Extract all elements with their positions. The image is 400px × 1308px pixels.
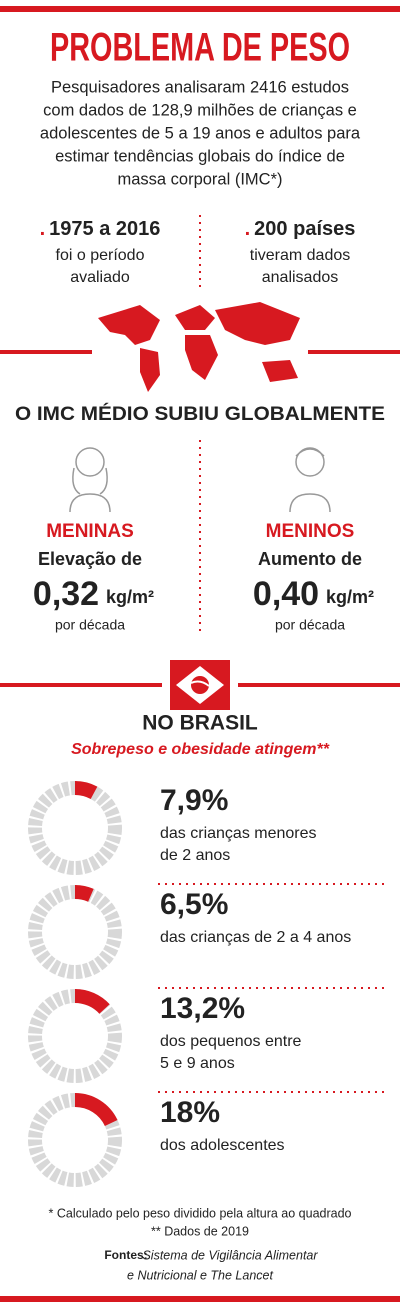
- item-line: de 2 anos: [160, 847, 230, 864]
- donut-track: [28, 885, 122, 979]
- intro-line: com dados de 128,9 milhões de crianças e: [43, 101, 357, 119]
- item-line: dos pequenos entre: [160, 1033, 302, 1050]
- intro-line: adolescentes de 5 a 19 anos e adultos pa…: [40, 124, 361, 142]
- stat-value: 1975 a 2016: [49, 218, 160, 240]
- stat-headline: . 1975 a 2016: [40, 218, 161, 240]
- intro-line: massa corporal (IMC*): [117, 170, 282, 188]
- group-name: MENINOS: [266, 521, 355, 542]
- item-line: dos adolescentes: [160, 1137, 285, 1154]
- stat-line: avaliado: [70, 269, 130, 286]
- stat-headline: . 200 países: [245, 218, 356, 240]
- stat-line: analisados: [262, 269, 339, 286]
- donut-arc: [74, 989, 110, 1014]
- donut-arc: [74, 885, 94, 902]
- girl-icon: [69, 447, 111, 513]
- bottom-bar: [0, 1296, 400, 1302]
- stat-line: foi o período: [56, 247, 145, 264]
- top-bar: [0, 6, 400, 12]
- section-title: O IMC MÉDIO SUBIU GLOBALMENTE: [15, 402, 385, 425]
- footnote: * Calculado pelo peso dividido pela altu…: [49, 1206, 352, 1220]
- stat-value: 200 países: [254, 218, 355, 240]
- group-unit: kg/m²: [106, 587, 154, 607]
- sources-label: Fontes:: [104, 1248, 147, 1262]
- item-value: 13,2%: [160, 992, 245, 1025]
- boy-icon: [289, 447, 331, 513]
- intro-line: Pesquisadores analisaram 2416 estudos: [51, 78, 349, 96]
- item-line: das crianças menores: [160, 825, 317, 842]
- donut-arc: [74, 1093, 118, 1127]
- group-number: 0,40: [253, 575, 319, 613]
- intro-line: estimar tendências globais do índice de: [55, 147, 345, 165]
- brazil-flag-icon: [170, 660, 230, 710]
- group-label: Elevação de: [38, 549, 142, 569]
- item-line: das crianças de 2 a 4 anos: [160, 929, 351, 946]
- source-line: Sistema de Vigilância Alimentar: [142, 1248, 318, 1262]
- item-value: 6,5%: [160, 888, 228, 921]
- item-line: 5 e 9 anos: [160, 1055, 235, 1072]
- brasil-title: NO BRASIL: [142, 712, 258, 735]
- group-name: MENINAS: [46, 521, 134, 542]
- item-value: 18%: [160, 1096, 220, 1129]
- bullet: .: [245, 218, 251, 240]
- group-period: por década: [275, 617, 345, 633]
- stat-line: tiveram dados: [250, 247, 351, 264]
- group-period: por década: [55, 617, 125, 633]
- bullet: .: [40, 218, 46, 240]
- source-line: e Nutricional e The Lancet: [127, 1268, 273, 1282]
- group-label: Aumento de: [258, 549, 362, 569]
- item-value: 7,9%: [160, 784, 228, 817]
- world-map-icon: [98, 302, 300, 392]
- title: PROBLEMA DE PESO: [50, 26, 350, 70]
- donut-arc: [74, 781, 98, 800]
- brasil-subtitle: Sobrepeso e obesidade atingem**: [71, 741, 330, 758]
- donut-track: [28, 781, 122, 875]
- footnote: ** Dados de 2019: [151, 1224, 249, 1238]
- group-unit: kg/m²: [326, 587, 374, 607]
- group-number: 0,32: [33, 575, 99, 613]
